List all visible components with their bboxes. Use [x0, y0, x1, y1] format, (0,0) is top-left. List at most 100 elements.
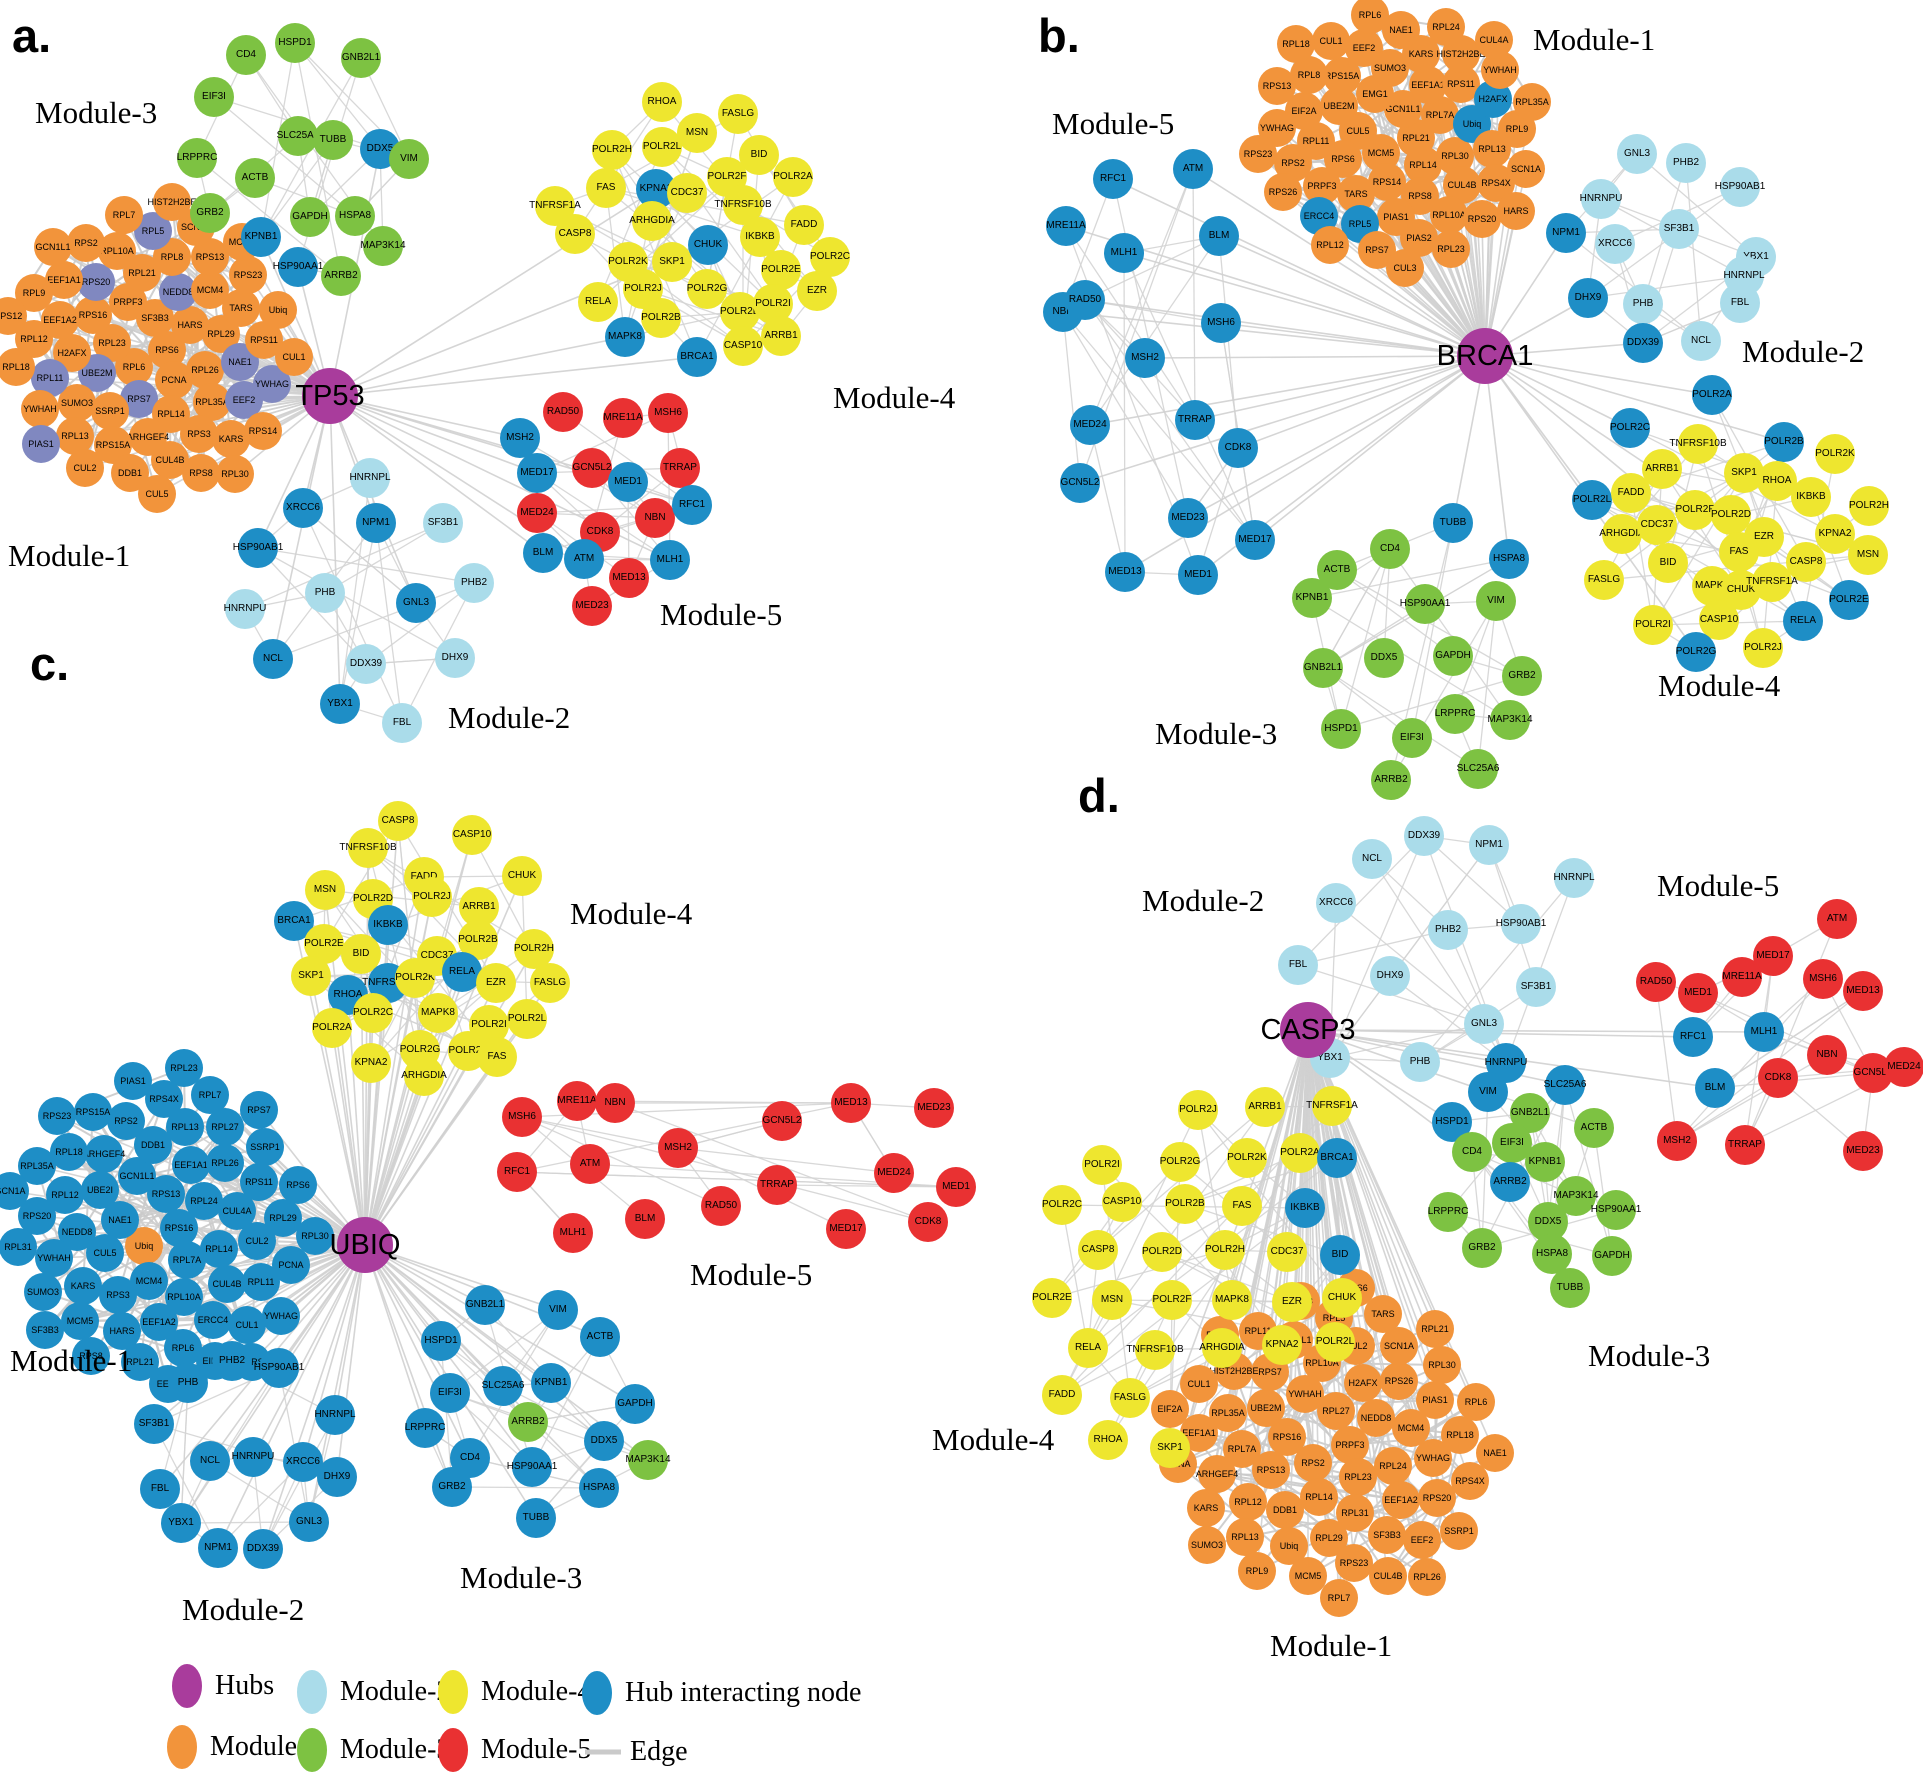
- node-gnl3[interactable]: GNL3: [1464, 1004, 1504, 1044]
- node-cdk8[interactable]: CDK8: [908, 1202, 948, 1242]
- node-cd4[interactable]: CD4: [1370, 529, 1410, 569]
- node-kars[interactable]: KARS: [1187, 1489, 1225, 1527]
- node-rhoa[interactable]: RHOA: [1088, 1420, 1128, 1460]
- node-rps11[interactable]: RPS11: [240, 1163, 278, 1201]
- node-gnb2l1[interactable]: GNB2L1: [465, 1285, 505, 1325]
- node-rpl14[interactable]: RPL14: [1300, 1478, 1338, 1516]
- node-hsp90aa1[interactable]: HSP90AA1: [1400, 584, 1450, 624]
- node-rad50[interactable]: RAD50: [543, 392, 583, 432]
- node-ube2m[interactable]: UBE2M: [1247, 1389, 1285, 1427]
- node-chuk[interactable]: CHUK: [688, 225, 728, 265]
- node-gcn5l2[interactable]: GCN5L2: [1060, 463, 1100, 503]
- node-msh2[interactable]: MSH2: [500, 418, 540, 458]
- node-rpl7[interactable]: RPL7: [1320, 1579, 1358, 1617]
- node-chuk[interactable]: CHUK: [1322, 1278, 1362, 1318]
- node-gcn5l2[interactable]: GCN5L2: [572, 448, 612, 488]
- node-rps8[interactable]: RPS8: [182, 454, 220, 492]
- node-rpl13[interactable]: RPL13: [1226, 1518, 1264, 1556]
- node-casp10[interactable]: CASP10: [723, 326, 763, 366]
- node-mre11a[interactable]: MRE11A: [1722, 957, 1762, 997]
- node-arhgef4[interactable]: ARHGEF4: [83, 1135, 125, 1173]
- node-ube2i[interactable]: UBE2I: [81, 1171, 119, 1209]
- node-casp8[interactable]: CASP8: [1078, 1230, 1118, 1270]
- node-ddx39[interactable]: DDX39: [1623, 323, 1663, 363]
- node-kpnb1[interactable]: KPNB1: [531, 1363, 571, 1403]
- node-vim[interactable]: VIM: [1476, 581, 1516, 621]
- node-rps3[interactable]: RPS3: [99, 1276, 137, 1314]
- node-scn1a[interactable]: SCN1A: [1507, 150, 1545, 188]
- node-cdc37[interactable]: CDC37: [667, 173, 707, 213]
- node-polr2j[interactable]: POLR2J: [1743, 628, 1783, 668]
- node-mlh1[interactable]: MLH1: [553, 1213, 593, 1253]
- node-rela[interactable]: RELA: [578, 282, 618, 322]
- node-nae1[interactable]: NAE1: [1476, 1434, 1514, 1472]
- node-lrpprc[interactable]: LRPPRC: [1435, 694, 1475, 734]
- node-skp1[interactable]: SKP1: [1150, 1428, 1190, 1468]
- node-blm[interactable]: BLM: [523, 533, 563, 573]
- node-med13[interactable]: MED13: [609, 558, 649, 598]
- node-fadd[interactable]: FADD: [784, 205, 824, 245]
- node-rps16[interactable]: RPS16: [74, 296, 112, 334]
- node-brca1[interactable]: BRCA1: [677, 337, 717, 377]
- node-sf3b1[interactable]: SF3B1: [1659, 209, 1699, 249]
- node-casp8[interactable]: CASP8: [555, 214, 595, 254]
- node-ddx39[interactable]: DDX39: [346, 644, 386, 684]
- node-npm1[interactable]: NPM1: [198, 1528, 238, 1568]
- node-rps20[interactable]: RPS20: [1463, 200, 1501, 238]
- node-trrap[interactable]: TRRAP: [757, 1165, 797, 1205]
- node-polr2a[interactable]: POLR2A: [1692, 375, 1732, 415]
- node-polr2c[interactable]: POLR2C: [353, 993, 393, 1033]
- node-chuk[interactable]: CHUK: [502, 856, 542, 896]
- node-fadd[interactable]: FADD: [1042, 1375, 1082, 1415]
- node-gapdh[interactable]: GAPDH: [615, 1384, 655, 1424]
- node-nbn[interactable]: NBN: [635, 498, 675, 538]
- node-rpl6[interactable]: RPL6: [1457, 1383, 1495, 1421]
- node-msh6[interactable]: MSH6: [502, 1097, 542, 1137]
- node-rpl12[interactable]: RPL12: [1229, 1483, 1267, 1521]
- node-cd4[interactable]: CD4: [226, 35, 266, 75]
- node-mre11a[interactable]: MRE11A: [1046, 206, 1086, 246]
- node-gcn1l1[interactable]: GCN1L1: [34, 228, 72, 266]
- node-npm1[interactable]: NPM1: [1546, 213, 1586, 253]
- node-phb[interactable]: PHB: [1623, 284, 1663, 324]
- node-ybx1[interactable]: YBX1: [161, 1503, 201, 1543]
- hub-node-ubiq[interactable]: UBIQ: [330, 1217, 400, 1273]
- node-hsp90ab1[interactable]: HSP90AB1: [1496, 904, 1546, 944]
- node-ywhah[interactable]: YWHAH: [21, 390, 59, 428]
- node-eef1a2[interactable]: EEF1A2: [1382, 1481, 1420, 1519]
- node-eif3i[interactable]: EIF3I: [1392, 718, 1432, 758]
- node-med1[interactable]: MED1: [936, 1167, 976, 1207]
- node-faslg[interactable]: FASLG: [530, 963, 570, 1003]
- node-rps23[interactable]: RPS23: [1239, 135, 1277, 173]
- node-med17[interactable]: MED17: [826, 1209, 866, 1249]
- node-fbl[interactable]: FBL: [1720, 283, 1760, 323]
- node-hsp90aa1[interactable]: HSP90AA1: [1591, 1190, 1641, 1230]
- node-ssrp1[interactable]: SSRP1: [91, 392, 129, 430]
- node-rps26[interactable]: RPS26: [1264, 173, 1302, 211]
- node-tubb[interactable]: TUBB: [1550, 1268, 1590, 1308]
- hub-node-casp3[interactable]: CASP3: [1260, 1002, 1356, 1058]
- node-tubb[interactable]: TUBB: [1433, 503, 1473, 543]
- node-polr2l[interactable]: POLR2L: [1572, 480, 1612, 520]
- node-hspd1[interactable]: HSPD1: [421, 1321, 461, 1361]
- node-mapk8[interactable]: MAPK8: [418, 993, 458, 1033]
- node-tubb[interactable]: TUBB: [313, 120, 353, 160]
- node-msh2[interactable]: MSH2: [1657, 1121, 1697, 1161]
- node-rps2[interactable]: RPS2: [107, 1102, 145, 1140]
- node-arrb1[interactable]: ARRB1: [761, 316, 801, 356]
- node-med17[interactable]: MED17: [517, 453, 557, 493]
- node-ssrp1[interactable]: SSRP1: [1440, 1512, 1478, 1550]
- node-hspd1[interactable]: HSPD1: [275, 23, 315, 63]
- node-sf3b1[interactable]: SF3B1: [423, 503, 463, 543]
- node-rad50[interactable]: RAD50: [1065, 280, 1105, 320]
- node-polr2a[interactable]: POLR2A: [1280, 1133, 1320, 1173]
- node-casp10[interactable]: CASP10: [1102, 1182, 1142, 1222]
- node-ncl[interactable]: NCL: [190, 1441, 230, 1481]
- node-med13[interactable]: MED13: [1843, 971, 1883, 1011]
- node-fas[interactable]: FAS: [1222, 1186, 1262, 1226]
- node-dhx9[interactable]: DHX9: [1568, 278, 1608, 318]
- node-polr2h[interactable]: POLR2H: [1205, 1230, 1245, 1270]
- node-arhgdia[interactable]: ARHGDIA: [1599, 514, 1645, 554]
- node-tnfrsf1a[interactable]: TNFRSF1A: [1306, 1086, 1358, 1126]
- node-polr2b[interactable]: POLR2B: [1764, 422, 1804, 462]
